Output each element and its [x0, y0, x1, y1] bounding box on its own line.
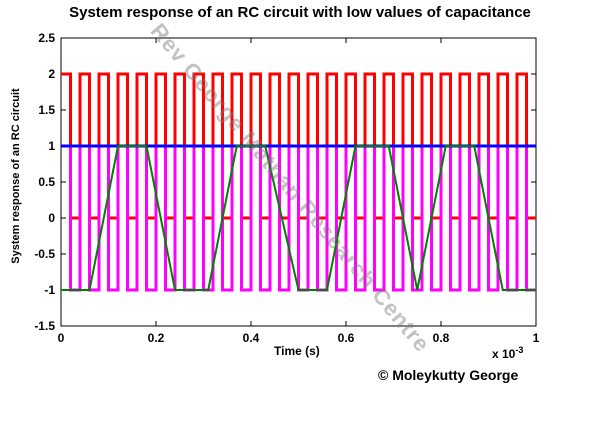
- x-tick-label: 0.2: [148, 331, 165, 345]
- y-tick-label: 2: [48, 67, 55, 81]
- y-tick-label: -0.5: [34, 247, 55, 261]
- y-tick-label: -1: [44, 283, 55, 297]
- y-tick-label: 0.5: [38, 175, 55, 189]
- x-tick-label: 0.8: [433, 331, 450, 345]
- x-tick-label: 1: [533, 331, 540, 345]
- chart-title: System response of an RC circuit with lo…: [69, 4, 531, 21]
- y-tick-label: 0: [48, 211, 55, 225]
- x-tick-label: 0.6: [338, 331, 355, 345]
- x-axis-label: Time (s): [274, 344, 320, 358]
- x-tick-label: 0: [58, 331, 65, 345]
- series-line-4: [61, 145, 536, 291]
- copyright-text: © Moleykutty George: [378, 367, 519, 383]
- x-tick-label: 0.4: [243, 331, 260, 345]
- x-axis-multiplier: x 10-3: [492, 345, 524, 361]
- y-tick-label: 1.5: [38, 103, 55, 117]
- y-tick-label: 1: [48, 139, 55, 153]
- y-tick-label: 2.5: [38, 31, 55, 45]
- y-tick-label: -1.5: [34, 319, 55, 333]
